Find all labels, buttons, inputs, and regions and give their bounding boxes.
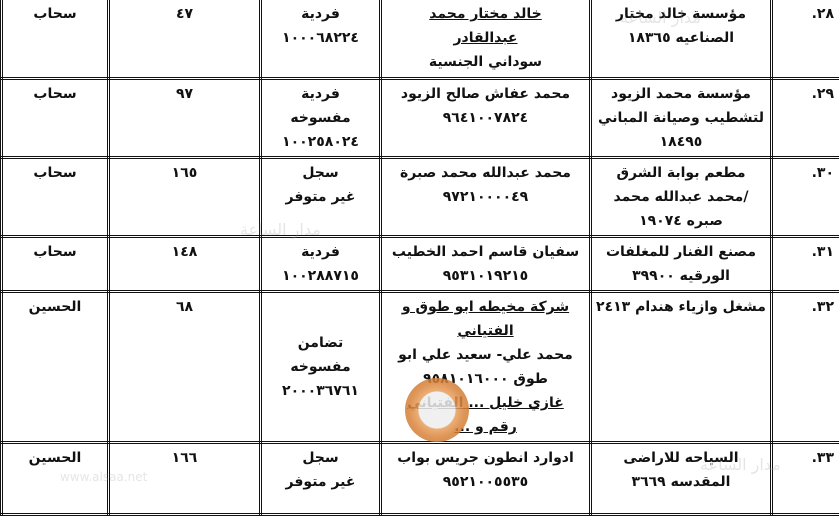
number: ٤٧ [109, 0, 261, 79]
registration-type-line: سجل [266, 161, 375, 185]
row-index: ٣٠. [772, 158, 839, 237]
establishment-name: مشغل وازياء هندام ٢٤١٣ [591, 292, 772, 443]
region: سحاب [2, 158, 109, 237]
owner-name-line: محمد عفاش صالح الزيود [386, 82, 585, 106]
owner-name-line: الفتياني [386, 319, 585, 343]
registration-type-line: سجل [266, 446, 375, 470]
owner-name-line: ٩٦٤١٠٠٧٨٢٤ [386, 106, 585, 130]
establishment-name-line: مطعم بوابة الشرق [596, 161, 766, 185]
row-index: ٣١. [772, 237, 839, 292]
establishment-name-line: المقدسه ٣٦٦٩ [596, 470, 766, 494]
owner-name-line: محمد عبدالله محمد صبرة [386, 161, 585, 185]
establishment-name-line: /محمد عبدالله محمد [596, 185, 766, 209]
region: سحاب [2, 79, 109, 158]
number: ٩٧ [109, 79, 261, 158]
establishment-name-line: ١٨٤٩٥ [596, 130, 766, 154]
registration-type-line: غير متوفر [266, 185, 375, 209]
owner-name-line: عبدالقادر [386, 26, 585, 50]
row-index: ٢٨. [772, 0, 839, 79]
region: سحاب [2, 0, 109, 79]
registration-type-line: ٢٠٠٠٣٦٧٦١ [266, 379, 375, 403]
owner-name-line: سوداني الجنسية [386, 50, 585, 74]
owner-name-line: ٩٥٣١٠١٩٢١٥ [386, 264, 585, 288]
row-index: ٢٩. [772, 79, 839, 158]
region: الحسين [2, 292, 109, 443]
establishment-name-line: لتشطيب وصيانة المباني [596, 106, 766, 130]
registration-type-line: فردية [266, 82, 375, 106]
number: ١٤٨ [109, 237, 261, 292]
number: ١٦٥ [109, 158, 261, 237]
establishment-name-line: مصنع الفنار للمغلفات [596, 240, 766, 264]
registration-type-line: فردية [266, 2, 375, 26]
owner-name-line: ٩٧٢١٠٠٠٠٤٩ [386, 185, 585, 209]
establishment-name-line: مؤسسة خالد مختار [596, 2, 766, 26]
registration-type-line: ١٠٠٢٥٨٠٢٤ [266, 130, 375, 154]
registration-type-line: مفسوخه [266, 355, 375, 379]
owner-name-line: ٩٥٢١٠٠٥٥٣٥ [386, 470, 585, 494]
establishment-name-line: السياحه للاراضى [596, 446, 766, 470]
establishment-name-line: صبره ١٩٠٧٤ [596, 209, 766, 233]
region: سحاب [2, 237, 109, 292]
registration-type-line: ١٠٠٢٨٨٧١٥ [266, 264, 375, 288]
establishment-name-line: مؤسسة محمد الزيود [596, 82, 766, 106]
registration-type-line: مفسوخه [266, 106, 375, 130]
row-index: ٣٢. [772, 292, 839, 443]
owner-name-line: خالد مختار محمد [386, 2, 585, 26]
watermark-seal-logo [405, 378, 469, 442]
establishment-name-line: الصناعيه ١٨٣٦٥ [596, 26, 766, 50]
establishment-name-line: الورقيه ٣٩٩٠٠ [596, 264, 766, 288]
owner-name-line: محمد علي- سعيد علي ابو [386, 343, 585, 367]
registration-type-line: تضامن [266, 331, 375, 355]
owner-name-line: شركة مخيطه ابو طوق و [386, 295, 585, 319]
registration-type-line: ١٠٠٠٦٨٢٢٤ [266, 26, 375, 50]
establishment-name-line: مشغل وازياء هندام ٢٤١٣ [596, 295, 766, 319]
owner-name-line: سفيان قاسم احمد الخطيب [386, 240, 585, 264]
owner-name-line: ادوارد انطون جريس بواب [386, 446, 585, 470]
registration-type-line: غير متوفر [266, 470, 375, 494]
registration-type-line: فردية [266, 240, 375, 264]
number: ٦٨ [109, 292, 261, 443]
